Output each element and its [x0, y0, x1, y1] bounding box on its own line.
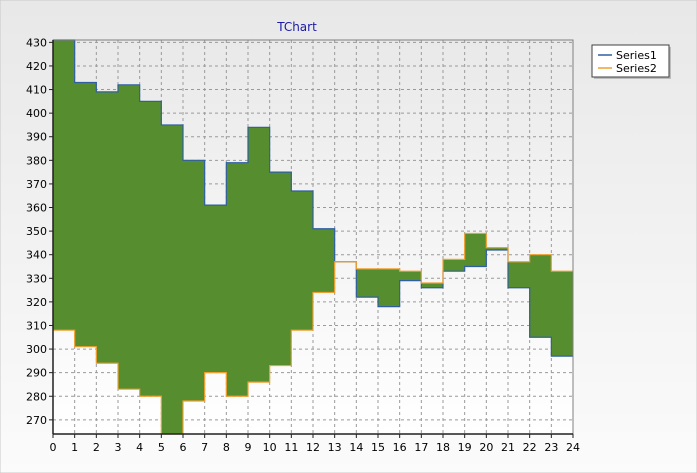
- x-tick-label: 2: [93, 441, 100, 454]
- y-tick-label: 360: [26, 202, 47, 215]
- y-tick-label: 390: [26, 131, 47, 144]
- x-tick-label: 5: [158, 441, 165, 454]
- x-tick-label: 4: [136, 441, 143, 454]
- y-tick-label: 370: [26, 178, 47, 191]
- x-tick-label: 11: [284, 441, 298, 454]
- y-tick-label: 320: [26, 296, 47, 309]
- x-tick-label: 15: [371, 441, 385, 454]
- y-tick-label: 380: [26, 154, 47, 167]
- x-tick-label: 19: [458, 441, 472, 454]
- x-tick-label: 14: [349, 441, 363, 454]
- y-tick-label: 310: [26, 319, 47, 332]
- x-tick-label: 22: [523, 441, 537, 454]
- x-tick-label: 8: [223, 441, 230, 454]
- legend-label: Series2: [616, 62, 657, 75]
- y-tick-label: 410: [26, 84, 47, 97]
- x-tick-label: 16: [393, 441, 407, 454]
- series-line-2: [53, 232, 573, 435]
- x-tick-label: 3: [115, 441, 122, 454]
- x-tick-label: 6: [180, 441, 187, 454]
- x-tick-label: 0: [50, 441, 57, 454]
- x-tick-label: 12: [306, 441, 320, 454]
- x-tick-label: 7: [201, 441, 208, 454]
- series-area: [53, 39, 573, 435]
- x-tick-label: 18: [436, 441, 450, 454]
- legend-box: [591, 44, 670, 78]
- axes: 2702802903003103203303403503603703803904…: [26, 36, 580, 454]
- x-tick-label: 21: [501, 441, 515, 454]
- x-tick-label: 20: [479, 441, 493, 454]
- chart-title: TChart: [276, 20, 317, 34]
- y-tick-label: 280: [26, 390, 47, 403]
- x-tick-label: 24: [566, 441, 580, 454]
- y-tick-label: 340: [26, 249, 47, 262]
- y-tick-label: 400: [26, 107, 47, 120]
- x-tick-label: 23: [544, 441, 558, 454]
- x-tick-label: 9: [245, 441, 252, 454]
- x-tick-label: 13: [328, 441, 342, 454]
- y-tick-label: 290: [26, 367, 47, 380]
- x-tick-label: 1: [71, 441, 78, 454]
- y-tick-label: 350: [26, 225, 47, 238]
- x-tick-label: 10: [263, 441, 277, 454]
- y-tick-label: 430: [26, 36, 47, 49]
- series-line-1: [53, 39, 573, 357]
- legend-label: Series1: [616, 49, 657, 62]
- y-tick-label: 270: [26, 414, 47, 427]
- y-tick-label: 420: [26, 60, 47, 73]
- y-tick-label: 330: [26, 272, 47, 285]
- x-tick-label: 17: [414, 441, 428, 454]
- y-tick-label: 300: [26, 343, 47, 356]
